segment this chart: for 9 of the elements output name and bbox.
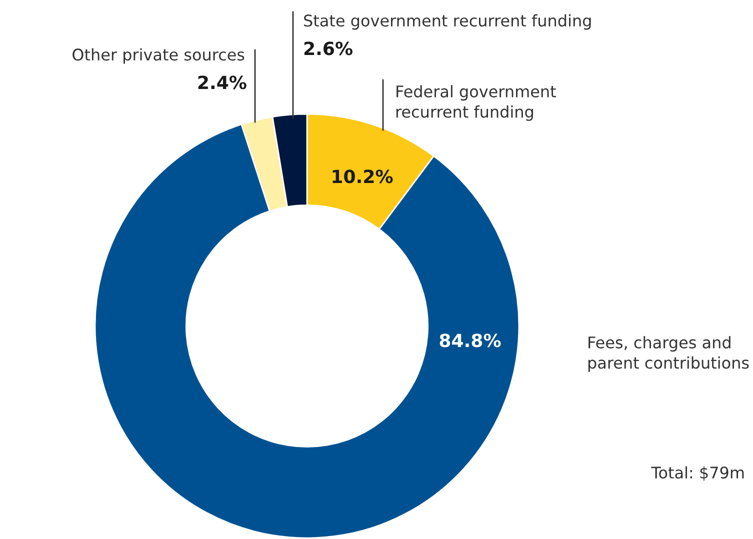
data-label: 10.2% <box>332 170 393 184</box>
data-label: 2.4% <box>198 76 246 90</box>
slice-label: State government recurrent funding <box>304 14 591 30</box>
data-label: 2.6% <box>304 42 352 56</box>
text: Total: $79m <box>651 466 744 481</box>
slice-label: Other private sources <box>72 48 244 64</box>
slice-label: Federal government recurrent funding <box>396 85 556 121</box>
slice-label: Fees, charges and parent contributions <box>588 336 749 372</box>
data-label: 84.8% <box>440 334 501 348</box>
